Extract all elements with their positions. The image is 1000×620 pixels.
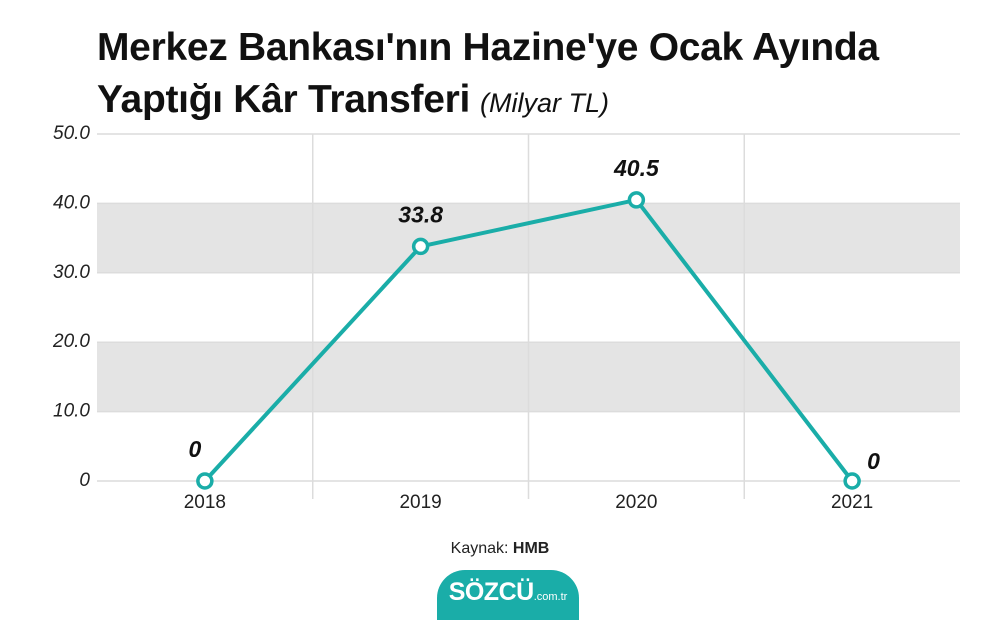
data-point bbox=[627, 191, 646, 209]
chart-subtitle: (Milyar TL) bbox=[480, 88, 609, 118]
chart-header: Merkez Bankası'nın Hazine'ye Ocak Ayında… bbox=[97, 22, 977, 129]
source-name: HMB bbox=[512, 540, 550, 557]
page: 0 10.0 20.0 30.0 40.0 50.0 2018 2019 2020 2021 0 33… bbox=[0, 22, 1000, 620]
y-tick-label: 50.0 bbox=[53, 123, 90, 144]
data-label: 0 bbox=[867, 448, 880, 474]
y-tick-label: 40.0 bbox=[53, 192, 90, 213]
data-line bbox=[203, 197, 854, 483]
y-tick-label: 30.0 bbox=[53, 262, 90, 283]
logo-domain: .com.tr bbox=[533, 591, 568, 603]
data-point bbox=[411, 237, 430, 256]
x-tick-label: 2018 bbox=[184, 492, 226, 513]
logo: SÖZCÜ.com.tr bbox=[437, 570, 579, 620]
source-label: Kaynak: bbox=[450, 540, 509, 557]
x-tick-label: 2021 bbox=[831, 492, 873, 513]
chart: 0 10.0 20.0 30.0 40.0 50.0 2018 2019 2020 2021 0 33… bbox=[52, 123, 960, 513]
data-label: 40.5 bbox=[613, 155, 660, 181]
chart-title: Merkez Bankası'nın Hazine'ye Ocak Ayında… bbox=[97, 26, 879, 121]
data-label: 33.8 bbox=[398, 202, 443, 228]
x-tick-label: 2020 bbox=[615, 492, 657, 513]
data-point bbox=[843, 472, 861, 490]
y-tick-label: 0 bbox=[79, 470, 90, 491]
data-label: 0 bbox=[188, 436, 201, 462]
source: Kaynak: HMB bbox=[0, 540, 1000, 558]
logo-name: SÖZCÜ bbox=[448, 578, 535, 606]
data-point bbox=[196, 472, 214, 490]
y-tick-label: 20.0 bbox=[52, 331, 90, 352]
y-tick-label: 10.0 bbox=[53, 401, 90, 422]
x-tick-label: 2019 bbox=[399, 492, 441, 513]
